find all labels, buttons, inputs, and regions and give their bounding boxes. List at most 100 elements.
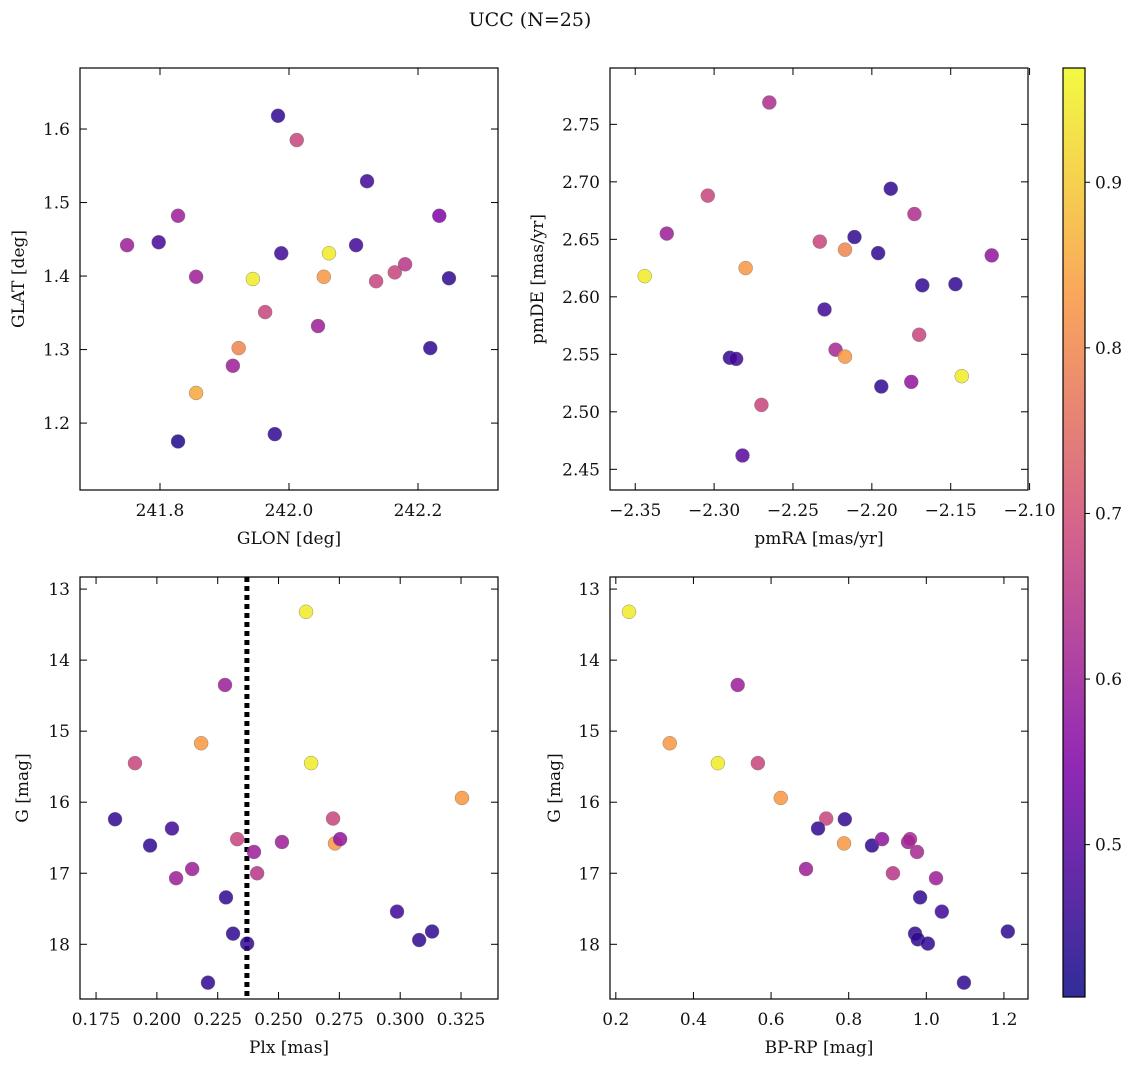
scatter-point — [911, 327, 927, 342]
scatter-point — [798, 861, 814, 877]
x-tick-label: 0.200 — [133, 1010, 182, 1030]
x-axis-label: Plx [mas] — [249, 1038, 329, 1058]
scatter-point — [245, 271, 261, 287]
scatter-point — [423, 340, 438, 356]
scatter-point — [750, 755, 766, 771]
y-tick-label: 1.2 — [43, 414, 70, 434]
colorbar-tick-label: 0.7 — [1095, 504, 1122, 524]
scatter-point — [225, 926, 241, 941]
scatter-point — [424, 924, 440, 939]
scatter-point — [231, 340, 246, 356]
scatter-point — [193, 736, 209, 751]
scatter-point — [904, 374, 919, 390]
scatter-point — [289, 132, 304, 148]
scatter-point — [274, 834, 290, 850]
figure-title: UCC (N=25) — [469, 9, 592, 31]
scatter-point — [229, 831, 245, 847]
scatter-point — [728, 351, 744, 367]
scatter-point — [310, 318, 326, 334]
x-tick-label: 0.8 — [835, 1010, 862, 1030]
subplot: 0.175 0.200 0.225 0.250 0.275 0.300 0.325 13 14 1… — [13, 576, 499, 1058]
x-axis-label: GLON [deg] — [237, 529, 341, 549]
y-axis-label: G [mag] — [545, 753, 565, 822]
subplot: 241.8 242.0 242.2 1.2 1.3 1.4 1.5 1.6 GLON [deg]… — [9, 67, 499, 549]
scatter-point — [812, 234, 827, 249]
scatter-point — [249, 866, 265, 881]
x-tick-label: −2.10 — [1004, 501, 1056, 521]
scatter-point — [170, 208, 186, 223]
x-tick-label: 242.2 — [394, 501, 443, 521]
scatter-point — [710, 755, 726, 771]
scatter-point — [909, 844, 925, 860]
scatter-point — [773, 790, 788, 806]
y-tick-label: 17 — [48, 864, 70, 884]
scatter-point — [411, 932, 427, 948]
scatter-point — [188, 385, 204, 401]
y-tick-label: 2.50 — [562, 403, 600, 423]
scatter-point — [298, 604, 314, 620]
x-tick-label: 1.2 — [990, 1010, 1017, 1030]
scatter-point — [387, 265, 402, 280]
scatter-point — [225, 358, 241, 373]
scatter-point — [332, 831, 348, 847]
x-tick-label: −2.20 — [846, 501, 898, 521]
y-tick-label: 2.70 — [562, 173, 600, 193]
scatter-point — [730, 677, 745, 693]
scatter-point — [270, 108, 286, 123]
colorbar-tick-label: 0.8 — [1095, 339, 1122, 359]
axes-frame — [79, 576, 499, 1000]
scatter-point — [274, 246, 289, 261]
subplot: 0.2 0.4 0.6 0.8 1.0 1.2 13 14 15 16 17 18 BP-RP [mag… — [545, 576, 1029, 1058]
y-tick-label: 2.75 — [562, 115, 600, 135]
colorbar-tick-label: 0.5 — [1095, 836, 1122, 856]
x-tick-label: −2.35 — [609, 501, 661, 521]
x-tick-label: −2.30 — [688, 501, 740, 521]
scatter-point — [348, 237, 364, 253]
scatter-point — [836, 836, 852, 851]
scatter-point — [837, 349, 853, 364]
scatter-point — [257, 304, 273, 320]
y-axis-label: pmDE [mas/yr] — [528, 214, 548, 344]
y-tick-label: 1.3 — [43, 341, 70, 361]
scatter-point — [151, 235, 166, 250]
colorbar-tick-label: 0.9 — [1095, 173, 1122, 193]
scatter-point — [432, 208, 447, 223]
x-tick-label: 1.0 — [913, 1010, 940, 1030]
scatter-point — [127, 755, 143, 771]
scatter-point — [948, 276, 963, 292]
scatter-point — [920, 936, 936, 951]
scatter-point — [168, 871, 184, 886]
scatter-point — [874, 831, 890, 847]
y-tick-label: 14 — [48, 651, 70, 671]
scatter-point — [984, 248, 999, 263]
y-tick-label: 13 — [48, 580, 70, 600]
scatter-point — [142, 838, 158, 853]
scatter-point — [389, 904, 405, 919]
x-tick-label: 0.175 — [72, 1010, 121, 1030]
x-tick-label: 0.225 — [193, 1010, 242, 1030]
scatter-point — [907, 206, 922, 222]
y-tick-label: 15 — [48, 722, 70, 742]
colorbar-tick-label: 0.6 — [1095, 670, 1122, 690]
scatter-point — [874, 379, 889, 394]
scatter-point — [956, 975, 972, 990]
y-tick-label: 2.65 — [562, 230, 600, 250]
scatter-point — [659, 226, 674, 241]
scatter-point — [885, 866, 901, 881]
scatter-point — [847, 229, 862, 245]
scatter-point — [735, 448, 750, 463]
scatter-point — [1000, 924, 1016, 939]
scatter-point — [954, 368, 969, 384]
scatter-point — [303, 755, 319, 771]
scatter-point — [170, 434, 186, 449]
scatter-point — [107, 812, 123, 827]
scatter-point — [368, 274, 384, 289]
scatter-point — [837, 242, 853, 257]
y-tick-label: 1.6 — [43, 120, 70, 140]
scatter-point — [837, 812, 853, 827]
scatter-point — [817, 302, 832, 317]
scatter-point — [200, 975, 216, 990]
y-tick-label: 2.45 — [562, 460, 600, 480]
y-axis-label: GLAT [deg] — [9, 230, 29, 328]
